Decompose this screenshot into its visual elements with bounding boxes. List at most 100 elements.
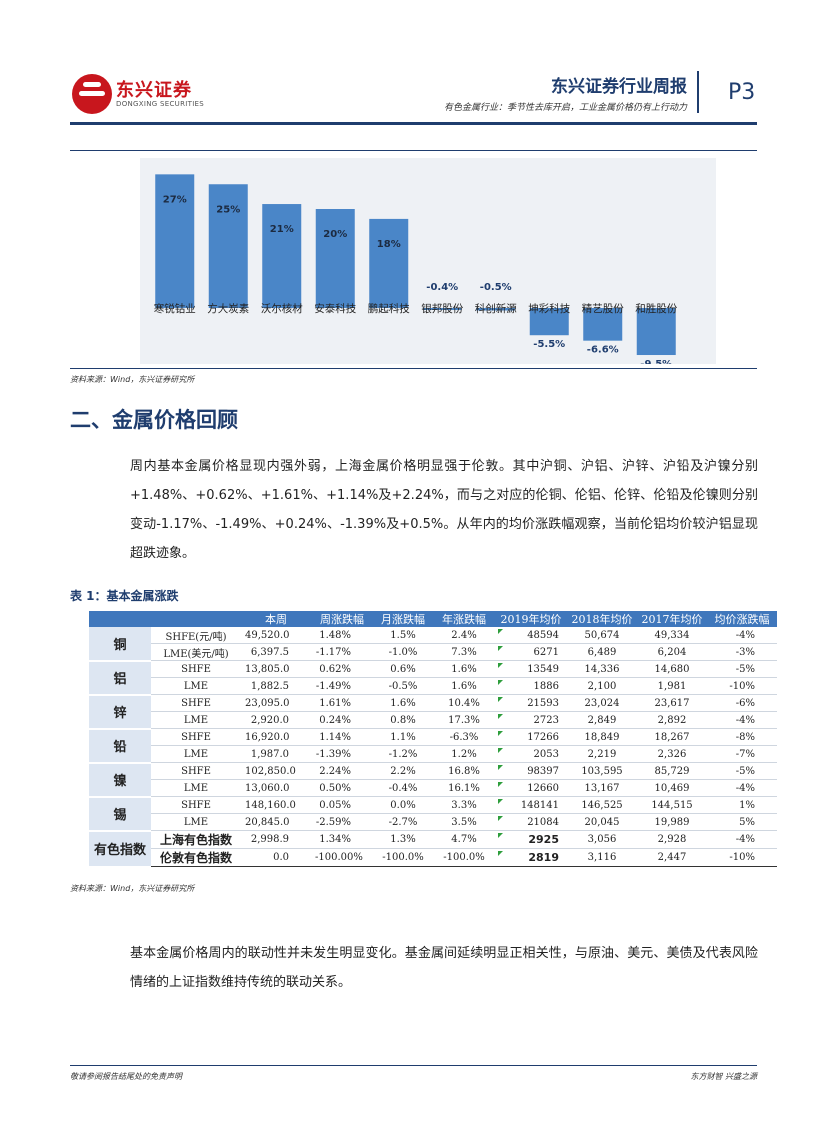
value-cell: 1.6% bbox=[433, 677, 495, 695]
category-label: 精艺股份 bbox=[582, 302, 624, 315]
value-cell: 3,116 bbox=[567, 848, 637, 867]
exchange-cell: SHFE(元/吨) bbox=[151, 627, 241, 644]
value-cell: 2,920.0 bbox=[241, 711, 311, 729]
value-cell: 102,850.0 bbox=[241, 762, 311, 780]
exchange-cell: SHFE bbox=[151, 762, 241, 780]
value-cell: 2,892 bbox=[637, 711, 707, 729]
value-cell: -100.00% bbox=[311, 848, 373, 867]
value-cell: 0.6% bbox=[373, 660, 433, 678]
metal-name-cell: 铝 bbox=[89, 660, 151, 696]
value-cell: 103,595 bbox=[567, 762, 637, 780]
value-cell: 1,882.5 bbox=[241, 677, 311, 695]
header-rule bbox=[70, 122, 757, 125]
table-row: 有色指数 上海有色指数 2,998.9 1.34% 1.3% 4.7% 2925 3,056 2… bbox=[89, 830, 777, 868]
value-cell: 13,060.0 bbox=[241, 779, 311, 797]
bar-value-label: -0.4% bbox=[426, 282, 458, 293]
value-cell: 6,204 bbox=[637, 643, 707, 661]
header-cell bbox=[89, 611, 151, 627]
bar-value-label: 25% bbox=[216, 204, 240, 215]
value-cell: 13,805.0 bbox=[241, 660, 311, 678]
value-cell: 2,326 bbox=[637, 745, 707, 763]
value-cell: 1,987.0 bbox=[241, 745, 311, 763]
exchange-cell: 伦敦有色指数 bbox=[151, 848, 241, 867]
value-cell: -100.0% bbox=[433, 848, 495, 867]
category-label: 鹏起科技 bbox=[368, 302, 410, 315]
value-cell: -4% bbox=[707, 830, 777, 849]
bar-value-label: -9.5% bbox=[640, 359, 672, 364]
avg-2019-cell: 17266 bbox=[495, 728, 567, 746]
value-cell: -10% bbox=[707, 848, 777, 867]
table-row: LME 20,845.0 -2.59% -2.7% 3.5% 21084 20,045 19,… bbox=[89, 813, 777, 831]
value-cell: -6.3% bbox=[433, 728, 495, 746]
value-cell: 2,928 bbox=[637, 830, 707, 849]
company-logo-icon bbox=[72, 74, 112, 114]
value-cell: 18,267 bbox=[637, 728, 707, 746]
value-cell: -8% bbox=[707, 728, 777, 746]
section-title: 二、金属价格回顾 bbox=[70, 408, 238, 432]
value-cell: 19,989 bbox=[637, 813, 707, 831]
value-cell: 1.6% bbox=[373, 694, 433, 712]
category-label: 科创新源 bbox=[475, 302, 517, 315]
bar bbox=[583, 308, 623, 341]
avg-2019-cell: 2925 bbox=[495, 830, 567, 849]
table-row: 伦敦有色指数 0.0 -100.00% -100.0% -100.0% 2819 3,116… bbox=[89, 848, 777, 867]
avg-2019-cell: 1886 bbox=[495, 677, 567, 695]
value-cell: 49,334 bbox=[637, 627, 707, 644]
value-cell: 1.3% bbox=[373, 830, 433, 849]
value-cell: 1.48% bbox=[311, 627, 373, 644]
value-cell: 2.4% bbox=[433, 627, 495, 644]
value-cell: 146,525 bbox=[567, 796, 637, 814]
avg-2019-cell: 2723 bbox=[495, 711, 567, 729]
avg-2019-cell: 2819 bbox=[495, 848, 567, 867]
value-cell: -100.0% bbox=[373, 848, 433, 867]
value-cell: 6,397.5 bbox=[241, 643, 311, 661]
value-cell: 144,515 bbox=[637, 796, 707, 814]
avg-2019-cell: 21593 bbox=[495, 694, 567, 712]
value-cell: 2,998.9 bbox=[241, 830, 311, 849]
value-cell: 1,981 bbox=[637, 677, 707, 695]
value-cell: -10% bbox=[707, 677, 777, 695]
exchange-cell: LME(美元/吨) bbox=[151, 643, 241, 661]
bar bbox=[208, 184, 248, 308]
value-cell: 23,617 bbox=[637, 694, 707, 712]
value-cell: 3,056 bbox=[567, 830, 637, 849]
value-cell: 2,100 bbox=[567, 677, 637, 695]
avg-2019-cell: 48594 bbox=[495, 627, 567, 644]
value-cell: 0.24% bbox=[311, 711, 373, 729]
chart-top-rule bbox=[70, 150, 757, 151]
avg-2019-cell: 13549 bbox=[495, 660, 567, 678]
bar-value-label: -6.6% bbox=[587, 345, 619, 356]
value-cell: 3.5% bbox=[433, 813, 495, 831]
header-cell: 均价涨跌幅 bbox=[707, 611, 777, 627]
value-cell: -4% bbox=[707, 779, 777, 797]
value-cell: -4% bbox=[707, 627, 777, 644]
value-cell: 17.3% bbox=[433, 711, 495, 729]
value-cell: 1.6% bbox=[433, 660, 495, 678]
avg-2019-cell: 21084 bbox=[495, 813, 567, 831]
value-cell: 3.3% bbox=[433, 796, 495, 814]
table-row: 锡 SHFE 148,160.0 0.05% 0.0% 3.3% 148141 146,525… bbox=[89, 796, 777, 832]
report-title: 东兴证券行业周报 bbox=[551, 77, 687, 97]
avg-2019-cell: 2053 bbox=[495, 745, 567, 763]
footer-slogan: 东方财智 兴盛之源 bbox=[690, 1072, 757, 1081]
exchange-cell: SHFE bbox=[151, 660, 241, 678]
table-source: 资料来源：Wind，东兴证券研究所 bbox=[70, 884, 195, 893]
value-cell: 148,160.0 bbox=[241, 796, 311, 814]
report-subtitle: 有色金属行业：季节性去库开启，工业金属价格仍有上行动力 bbox=[443, 103, 687, 113]
category-label: 坤彩科技 bbox=[528, 302, 570, 315]
header-cell bbox=[151, 611, 241, 627]
avg-2019-cell: 98397 bbox=[495, 762, 567, 780]
value-cell: -1.2% bbox=[373, 745, 433, 763]
header-divider bbox=[697, 71, 699, 113]
category-label: 寒锐钴业 bbox=[154, 302, 196, 315]
metals-price-table: 本周 周涨跌幅 月涨跌幅 年涨跌幅 2019年均价 2018年均价 2017年均… bbox=[89, 611, 777, 868]
table-row: 铅 SHFE 16,920.0 1.14% 1.1% -6.3% 17266 18,849 18… bbox=[89, 728, 777, 764]
value-cell: 1.2% bbox=[433, 745, 495, 763]
category-label: 和胜股份 bbox=[635, 303, 677, 315]
paragraph-2: 基本金属价格周内的联动性并未发生明显变化。基金属间延续明显正相关性，与原油、美元… bbox=[130, 946, 758, 990]
metal-name-cell: 铅 bbox=[89, 728, 151, 764]
exchange-cell: LME bbox=[151, 745, 241, 763]
table-row: LME 13,060.0 0.50% -0.4% 16.1% 12660 13,167 10,… bbox=[89, 779, 777, 797]
footer-disclaimer: 敬请参阅报告结尾处的免责声明 bbox=[70, 1072, 182, 1081]
value-cell: 5% bbox=[707, 813, 777, 831]
